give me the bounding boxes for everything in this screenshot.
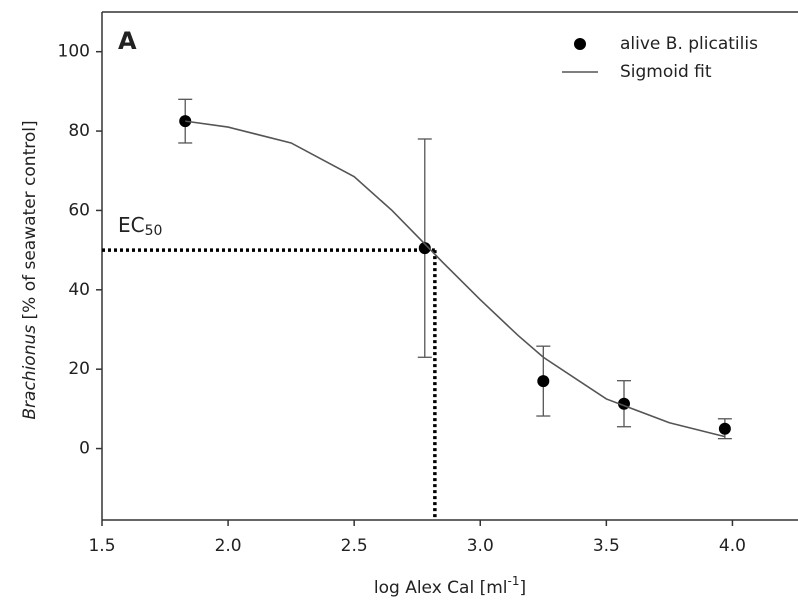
ec50-sub: 50 bbox=[145, 223, 163, 239]
x-tick-label: 4.0 bbox=[719, 536, 746, 556]
y-tick-label: 100 bbox=[58, 42, 90, 62]
legend-label: Sigmoid fit bbox=[620, 62, 712, 82]
legend-label: alive B. plicatilis bbox=[620, 34, 758, 54]
data-point bbox=[718, 422, 731, 435]
data-point bbox=[418, 242, 431, 255]
panel-label: A bbox=[118, 27, 137, 55]
legend-swatch bbox=[574, 38, 586, 50]
y-label-part: [% of seawater control] bbox=[20, 120, 40, 325]
y-label-part: Brachionus bbox=[20, 325, 40, 420]
x-tick-label: 1.5 bbox=[88, 536, 115, 556]
x-label-part: log Alex Cal [ml bbox=[374, 578, 508, 598]
x-tick-label: 3.5 bbox=[593, 536, 620, 556]
x-tick-label: 2.5 bbox=[341, 536, 368, 556]
y-tick-label: 40 bbox=[68, 280, 90, 300]
ec50-label: EC50 bbox=[118, 213, 162, 240]
x-label-sup: -1 bbox=[508, 574, 520, 588]
y-axis-label: Brachionus [% of seawater control] bbox=[20, 120, 40, 419]
x-label-part: ] bbox=[519, 578, 526, 598]
fit-line bbox=[185, 120, 726, 438]
y-tick-label: 80 bbox=[68, 121, 90, 141]
ec50-text: EC bbox=[118, 213, 145, 237]
y-tick-label: 0 bbox=[79, 439, 90, 459]
x-axis-label: log Alex Cal [ml-1] bbox=[374, 574, 526, 599]
x-tick-label: 2.0 bbox=[215, 536, 242, 556]
data-point bbox=[537, 375, 550, 388]
y-tick-label: 60 bbox=[68, 200, 90, 220]
y-tick-label: 20 bbox=[68, 359, 90, 379]
x-tick-label: 3.0 bbox=[467, 536, 494, 556]
